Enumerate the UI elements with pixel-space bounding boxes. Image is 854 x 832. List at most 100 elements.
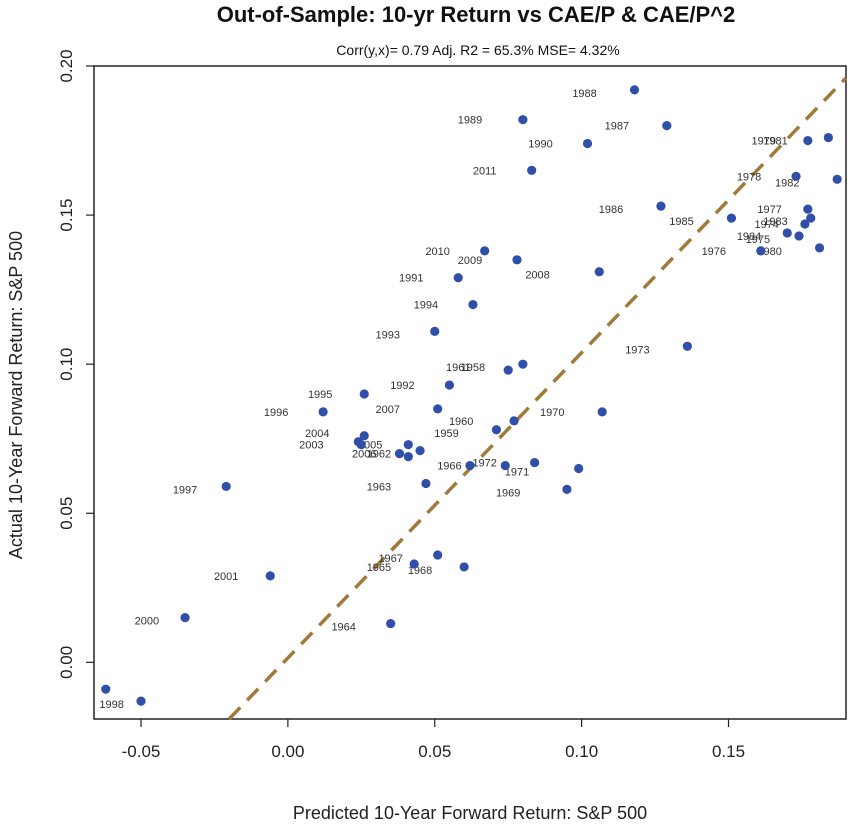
point-label: 1990 — [528, 139, 552, 151]
point-label: 2010 — [425, 246, 449, 258]
data-point — [530, 457, 540, 468]
point-label: 1965 — [367, 562, 391, 574]
x-tick-label: 0.15 — [712, 742, 745, 761]
data-point — [433, 550, 443, 560]
point-label: 1974 — [754, 219, 778, 231]
point-label: 1964 — [331, 622, 355, 634]
point-label: 1997 — [173, 484, 197, 496]
plot-frame — [93, 65, 847, 720]
point-label: 2004 — [305, 428, 329, 440]
point-label: 1993 — [376, 329, 400, 341]
point-label: 1996 — [264, 407, 288, 419]
point-label: 1969 — [496, 487, 520, 499]
data-point — [453, 273, 463, 283]
data-point — [794, 231, 804, 241]
point-label: 1978 — [737, 171, 761, 183]
point-label: 1962 — [367, 449, 391, 461]
data-point — [421, 478, 431, 489]
data-point — [403, 440, 413, 450]
point-label: 2000 — [135, 616, 159, 628]
point-label: 2006 — [352, 449, 376, 461]
data-point — [782, 228, 792, 238]
point-label: 1971 — [505, 467, 529, 479]
point-label: 1983 — [763, 216, 787, 228]
point-label: 1995 — [308, 389, 332, 401]
data-point — [791, 171, 801, 181]
data-point — [823, 132, 833, 143]
data-point — [491, 425, 502, 435]
data-point — [465, 460, 475, 471]
x-axis: -0.05 0.00 0.05 0.10 0.15 — [122, 719, 745, 761]
data-point — [503, 365, 513, 375]
chart-subtitle: Corr(y,x)= 0.79 Adj. R2 = 65.3% MSE= 4.3… — [336, 42, 619, 58]
point-label: 1963 — [367, 481, 391, 493]
point-label: 1973 — [625, 344, 649, 356]
data-point — [318, 407, 328, 417]
point-label: 2003 — [299, 440, 323, 452]
data-point — [459, 562, 469, 572]
point-label: 1966 — [437, 461, 461, 473]
data-point — [136, 696, 146, 706]
data-point — [682, 341, 692, 351]
point-label: 2009 — [458, 255, 482, 267]
data-point — [359, 431, 369, 441]
x-axis-label: Predicted 10-Year Forward Return: S&P 50… — [293, 803, 647, 823]
point-label: 1988 — [572, 88, 596, 100]
data-point — [444, 380, 455, 390]
point-label: 1960 — [449, 416, 473, 428]
data-point — [409, 559, 419, 569]
data-point — [582, 138, 593, 149]
data-point — [101, 684, 111, 694]
data-point — [726, 213, 737, 223]
data-point — [180, 613, 190, 623]
data-point — [430, 326, 440, 336]
point-label: 1959 — [434, 428, 458, 440]
data-point — [394, 449, 405, 459]
point-label: 1987 — [605, 121, 629, 133]
data-point — [433, 404, 443, 414]
data-point — [594, 267, 604, 277]
data-point — [518, 115, 528, 125]
fit-line — [227, 76, 848, 721]
point-label: 1977 — [757, 204, 781, 216]
point-label: 1972 — [472, 458, 496, 470]
x-tick-label: -0.05 — [122, 742, 161, 761]
data-point — [806, 213, 816, 223]
data-point — [265, 571, 275, 581]
data-point — [662, 121, 672, 131]
point-label: 1975 — [746, 234, 770, 246]
data-point — [415, 446, 425, 456]
data-point — [803, 204, 813, 214]
data-point — [509, 416, 519, 426]
y-axis: 0.00 0.05 0.10 0.15 0.20 — [57, 49, 94, 679]
point-label: 1994 — [414, 300, 438, 312]
point-label: 2008 — [525, 270, 549, 282]
point-label: 1982 — [775, 177, 799, 189]
point-label: 1991 — [399, 273, 423, 285]
data-point — [500, 460, 510, 471]
point-label: 1967 — [378, 553, 402, 565]
data-point — [814, 243, 825, 253]
data-point — [756, 246, 766, 256]
point-label: 1984 — [737, 231, 761, 243]
data-point — [803, 135, 813, 146]
x-tick-label: 0.10 — [565, 742, 598, 761]
point-label: 1998 — [99, 699, 123, 711]
data-point — [527, 165, 537, 175]
y-tick-label: 0.20 — [57, 49, 76, 82]
chart-title: Out-of-Sample: 10-yr Return vs CAE/P & C… — [217, 2, 736, 27]
data-point — [468, 299, 478, 310]
data-point — [574, 463, 584, 474]
point-label: 1958 — [461, 362, 485, 374]
data-point — [597, 407, 607, 417]
data-point — [562, 484, 572, 495]
point-label: 1976 — [702, 246, 726, 258]
point-label: 2001 — [214, 571, 238, 583]
x-tick-label: 0.05 — [418, 742, 451, 761]
point-label: 1986 — [599, 204, 623, 216]
point-label: 1989 — [458, 115, 482, 127]
point-label: 1985 — [669, 216, 693, 228]
data-point — [512, 255, 522, 265]
